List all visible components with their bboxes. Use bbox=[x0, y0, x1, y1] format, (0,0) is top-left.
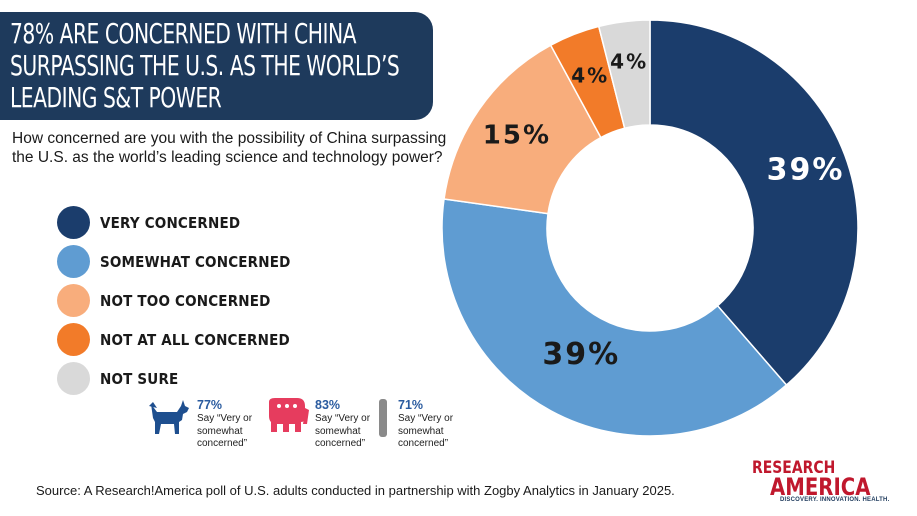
party-republican-say-3: concerned” bbox=[315, 438, 366, 449]
party-republican-text: 83% Say “Very or somewhat concerned” bbox=[315, 398, 370, 451]
legend-label-somewhat: SOMEWHAT CONCERNED bbox=[100, 252, 291, 271]
logo-line-1: RESEARCH bbox=[752, 458, 836, 478]
research-america-logo: RESEARCH AMERICA DISCOVERY. INNOVATION. … bbox=[752, 460, 892, 508]
legend-item-not-at-all: NOT AT ALL CONCERNED bbox=[57, 320, 312, 359]
party-democrat-say-2: somewhat bbox=[197, 425, 243, 437]
party-independent: 71% Say “Very or somewhat concerned” bbox=[378, 398, 453, 451]
party-democrat-text: 77% Say “Very or somewhat concerned” bbox=[197, 398, 252, 451]
survey-question: How concerned are you with the possibili… bbox=[12, 130, 447, 166]
party-independent-say-3: concerned” bbox=[398, 438, 449, 449]
title-line-2: SURPASSING THE U.S. AS THE WORLD’S bbox=[10, 50, 400, 82]
slice-label-not-sure: 4% bbox=[610, 49, 648, 73]
party-republican-say-1: Say “Very or bbox=[315, 413, 371, 424]
legend-item-not-too: NOT TOO CONCERNED bbox=[57, 281, 312, 320]
party-independent-say-1: Say “Very or bbox=[398, 413, 454, 424]
party-republican: 83% Say “Very or somewhat concerned” bbox=[265, 398, 370, 451]
legend-label-very: VERY CONCERNED bbox=[100, 213, 241, 232]
party-independent-pct: 71% bbox=[398, 398, 424, 412]
party-independent-say-2: somewhat bbox=[398, 425, 444, 437]
donut-slice-not-sure bbox=[597, 19, 651, 130]
legend-label-not-at-all: NOT AT ALL CONCERNED bbox=[100, 330, 290, 349]
legend-swatch-somewhat bbox=[57, 245, 90, 278]
elephant-icon bbox=[269, 398, 309, 432]
donkey-icon bbox=[149, 400, 189, 434]
title-line-3: LEADING S&T POWER bbox=[10, 82, 222, 114]
independent-bar-icon bbox=[379, 399, 387, 437]
title-banner: 78% ARE CONCERNED WITH CHINA SURPASSING … bbox=[0, 12, 433, 120]
legend-label-not-too: NOT TOO CONCERNED bbox=[100, 291, 271, 310]
legend-swatch-not-too bbox=[57, 284, 90, 317]
donut-labels: 39% 39% 15% 4%4% bbox=[483, 49, 845, 372]
donut-slice-very bbox=[649, 19, 859, 387]
source-note: Source: A Research!America poll of U.S. … bbox=[36, 483, 675, 498]
slice-label-not-too: 15% bbox=[483, 121, 551, 151]
legend-swatch-not-sure bbox=[57, 362, 90, 395]
donut-slice-somewhat bbox=[441, 198, 788, 437]
donut-slices bbox=[441, 19, 859, 437]
party-republican-say-2: somewhat bbox=[315, 425, 361, 437]
legend-swatch-not-at-all bbox=[57, 323, 90, 356]
chart-legend: VERY CONCERNED SOMEWHAT CONCERNED NOT TO… bbox=[57, 203, 312, 398]
slice-label-somewhat: 39% bbox=[542, 337, 620, 372]
logo-line-2: AMERICA bbox=[770, 473, 871, 501]
legend-item-somewhat: SOMEWHAT CONCERNED bbox=[57, 242, 312, 281]
party-democrat-say-1: Say “Very or bbox=[197, 413, 253, 424]
party-democrat-say-3: concerned” bbox=[197, 438, 248, 449]
party-democrat: 77% Say “Very or somewhat concerned” bbox=[147, 398, 252, 451]
slice-label-very: 39% bbox=[767, 152, 845, 187]
logo-tagline: DISCOVERY. INNOVATION. HEALTH. bbox=[780, 497, 890, 503]
legend-item-very: VERY CONCERNED bbox=[57, 203, 312, 242]
title-line-1: 78% ARE CONCERNED WITH CHINA bbox=[10, 18, 357, 50]
party-democrat-pct: 77% bbox=[197, 398, 223, 412]
slice-label-not-at-all: 4% bbox=[571, 63, 609, 87]
legend-item-not-sure: NOT SURE bbox=[57, 359, 312, 398]
legend-swatch-very bbox=[57, 206, 90, 239]
party-republican-pct: 83% bbox=[315, 398, 341, 412]
legend-label-not-sure: NOT SURE bbox=[100, 369, 179, 388]
party-independent-text: 71% Say “Very or somewhat concerned” bbox=[398, 398, 453, 451]
donut-slice-not-too bbox=[443, 44, 602, 215]
